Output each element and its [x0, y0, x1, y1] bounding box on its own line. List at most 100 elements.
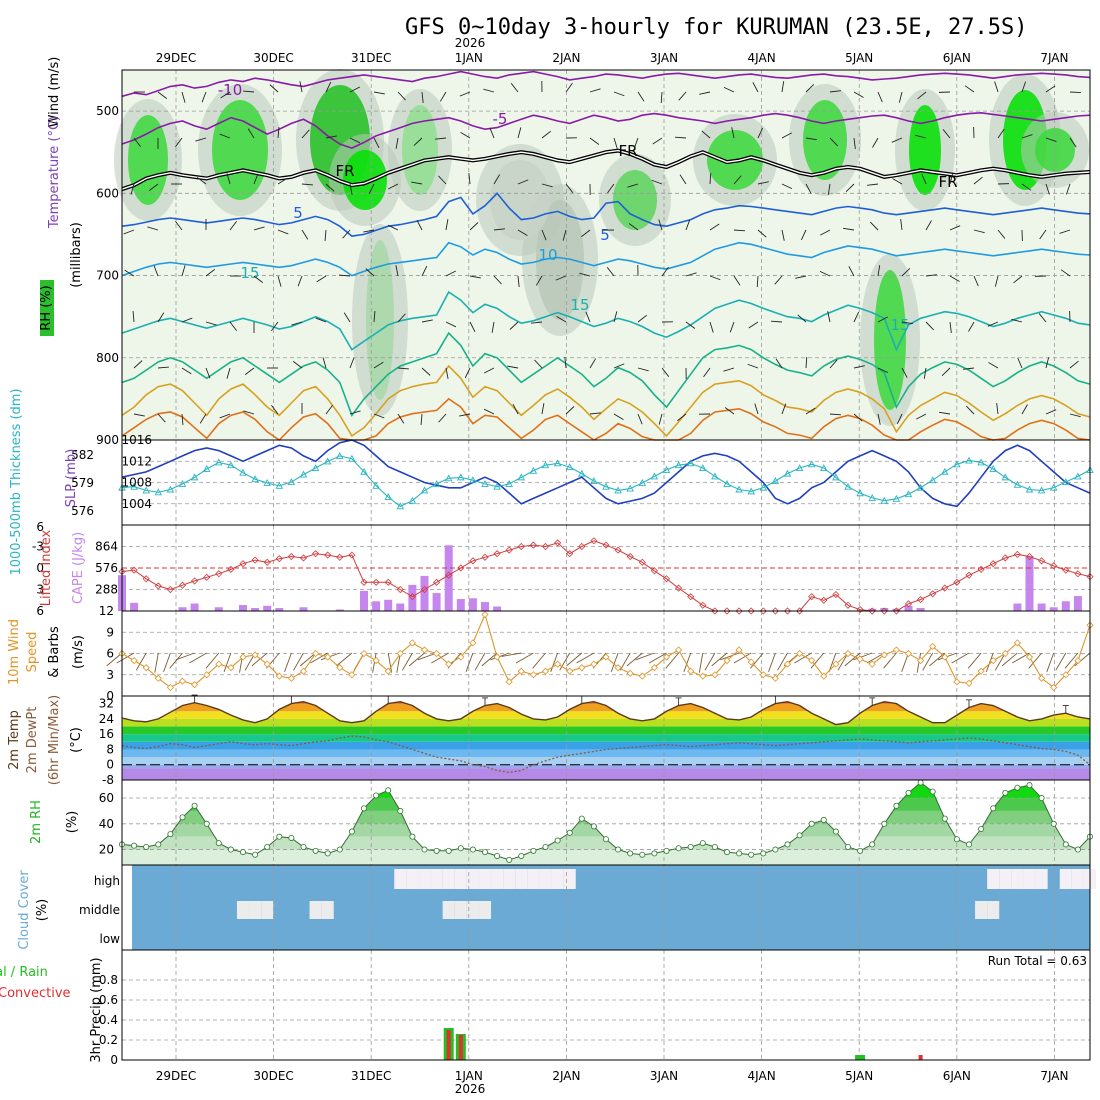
wind-barb	[1069, 413, 1081, 418]
cloud-level-label: high	[94, 874, 120, 888]
wind-barb	[465, 652, 474, 672]
wind-barb	[1038, 313, 1047, 323]
wind-barb	[445, 219, 449, 231]
wind-barb	[949, 275, 960, 282]
wind-barb	[325, 135, 337, 139]
thickness-marker	[1013, 480, 1022, 488]
cape-bar	[372, 601, 381, 611]
rh-marker	[167, 831, 174, 838]
thickness-marker	[481, 479, 489, 487]
wind-speed-marker	[723, 657, 731, 665]
ylabel-rh-2m: 2m RH	[29, 800, 44, 844]
temp-panel	[121, 694, 1091, 780]
wind-barb	[226, 173, 231, 185]
thickness-marker	[989, 465, 997, 472]
wind-barb	[483, 88, 495, 93]
wind-barb	[325, 404, 333, 415]
thickness-marker	[396, 502, 405, 510]
wind-barb	[805, 137, 817, 141]
lifted-index-marker	[699, 601, 707, 609]
rh-marker	[736, 850, 743, 857]
wind-speed-marker	[965, 679, 973, 687]
slp-tick-label: 1016	[121, 433, 152, 447]
wind-barb	[277, 275, 282, 287]
wind-speed-marker	[239, 653, 247, 661]
lifted-index-marker	[687, 593, 695, 601]
wind-speed-marker	[808, 657, 816, 665]
rh-marker	[336, 846, 343, 853]
rh-marker	[385, 787, 392, 794]
wind-barb	[205, 367, 211, 379]
thickness-marker	[844, 482, 852, 490]
temp-band	[122, 764, 1090, 769]
wind-barb	[464, 367, 471, 379]
rh-marker	[603, 836, 610, 843]
rh-marker	[820, 816, 827, 823]
wind-barb	[613, 363, 625, 369]
wind-barb	[325, 183, 335, 192]
wind-barb	[205, 321, 217, 326]
isotherm-line	[121, 111, 1091, 149]
wind-speed-marker	[711, 671, 719, 679]
lifted-index-marker	[336, 553, 344, 561]
thickness-marker	[202, 465, 211, 472]
thickness-marker	[1049, 483, 1058, 491]
wind-barb	[196, 177, 207, 185]
wind-barb	[648, 652, 667, 664]
wind-barb	[349, 183, 353, 195]
ylabel-temperature: Temperature (°C)	[47, 116, 62, 229]
rh-marker	[542, 843, 549, 850]
wind-barb	[1046, 652, 1055, 672]
wind-barb	[828, 652, 837, 672]
rh-marker	[905, 789, 912, 796]
wind-barb	[581, 229, 591, 238]
rh-marker	[348, 828, 355, 835]
cloud-gap-middle	[466, 901, 479, 919]
wind-barb	[373, 311, 376, 323]
wind-barb	[711, 652, 728, 667]
rh-marker	[360, 805, 367, 812]
wind-barb	[966, 405, 975, 415]
thickness-marker	[142, 486, 150, 494]
thickness-marker	[686, 459, 695, 467]
wind-speed-marker	[868, 660, 876, 668]
wind-speed-marker	[917, 657, 925, 665]
year-label-bottom: 2026	[455, 1082, 486, 1096]
wind-speed-marker	[396, 649, 404, 658]
date-label-top: 5JAN	[845, 51, 873, 65]
cloud-gap-middle	[442, 901, 455, 919]
wind-barb	[106, 652, 123, 667]
wind-speed-marker	[977, 667, 985, 675]
wind-barb	[205, 652, 220, 669]
wind-barb	[589, 137, 600, 145]
wind-barb	[709, 223, 720, 231]
wind-barb	[339, 274, 351, 277]
thickness-marker	[348, 454, 356, 462]
thickness-marker	[1074, 472, 1082, 480]
slp-tick-label: 1008	[121, 476, 152, 490]
thickness-marker	[771, 477, 780, 485]
wind-barb	[652, 137, 663, 145]
cape-bar	[384, 599, 393, 611]
date-label-top: 31DEC	[351, 51, 391, 65]
wind-barb	[589, 88, 601, 93]
wind-barb	[723, 86, 735, 93]
wind-barb	[1069, 360, 1079, 369]
wind-barb	[445, 367, 449, 379]
thickness-marker	[904, 490, 913, 498]
lifted-tick-label: -3	[32, 540, 44, 554]
thickness-marker	[965, 456, 973, 464]
rh-marker	[699, 840, 706, 847]
wind-speed-marker	[771, 674, 779, 682]
thickness-marker	[856, 489, 864, 497]
wind-barb	[123, 229, 135, 235]
rh-marker	[1026, 782, 1033, 789]
cloud-gap-high	[1035, 869, 1048, 889]
wind-barb	[431, 652, 449, 664]
rh-marker	[590, 823, 597, 830]
wind-barb	[775, 358, 783, 369]
rh-marker	[494, 852, 501, 859]
wind-barb	[674, 136, 687, 139]
wind-barb	[459, 413, 471, 417]
cape-bar	[178, 607, 187, 611]
